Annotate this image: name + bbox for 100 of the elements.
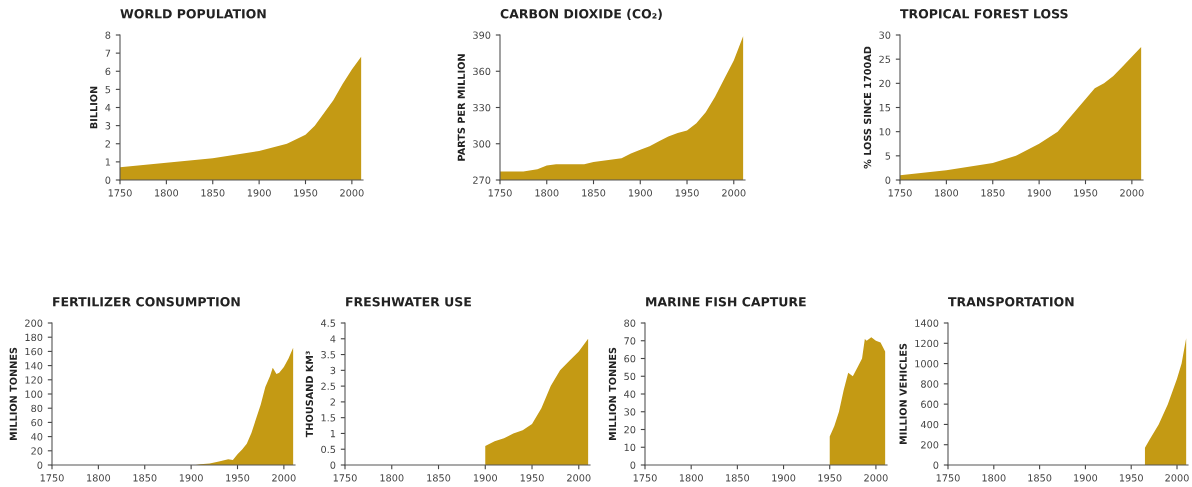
x-tick-label: 2000 — [1165, 474, 1189, 482]
x-tick-label: 1950 — [520, 474, 544, 482]
chart-title: FRESHWATER USE — [346, 297, 471, 307]
y-tick-label: 360 — [473, 67, 491, 76]
y-tick-label: 0 — [37, 461, 43, 469]
x-tick-label: 1800 — [679, 474, 703, 482]
y-tick-label: 0.5 — [321, 445, 336, 454]
x-tick-label: 1900 — [179, 474, 203, 482]
y-tick-label: 25 — [879, 55, 891, 63]
x-tick-label: 1800 — [982, 474, 1006, 482]
y-tick-label: 20 — [31, 447, 43, 455]
x-tick-label: 2000 — [340, 189, 364, 197]
y-tick-label: 80 — [624, 319, 636, 327]
x-tick-label: 1800 — [155, 189, 179, 197]
y-tick-label: 2 — [330, 398, 335, 406]
y-tick-label: 4 — [105, 104, 111, 112]
x-tick-label: 2000 — [722, 189, 746, 197]
chart-title: FERTILIZER CONSUMPTION — [53, 297, 240, 307]
y-tick-label: 80 — [31, 404, 43, 413]
y-tick-label: 15 — [879, 104, 891, 112]
y-tick-label: 4 — [330, 335, 336, 343]
chart-title: CARBON DIOXIDE (CO₂) — [500, 8, 662, 20]
y-tick-label: 50 — [624, 372, 636, 381]
y-tick-label: 6 — [105, 67, 111, 76]
y-tick-label: 20 — [624, 425, 636, 434]
y-tick-label: 20 — [879, 79, 891, 88]
chart-title: TRANSPORTATION — [948, 297, 1074, 307]
y-axis-title: THOUSAND KM³ — [305, 351, 314, 438]
y-tick-label: 330 — [473, 103, 491, 112]
y-tick-label: 3 — [330, 366, 336, 375]
x-tick-label: 1750 — [108, 189, 132, 197]
y-tick-label: 200 — [25, 319, 43, 327]
y-tick-label: 70 — [624, 337, 636, 345]
x-tick-label: 1900 — [628, 189, 652, 197]
chart-title: TROPICAL FOREST LOSS — [900, 9, 1068, 19]
x-tick-label: 2000 — [864, 474, 888, 482]
x-tick-label: 1750 — [936, 474, 960, 482]
x-tick-label: 2000 — [272, 474, 296, 482]
y-axis-title: MILLION TONNES — [608, 347, 617, 441]
y-tick-label: 1200 — [915, 339, 939, 348]
y-tick-label: 1000 — [915, 360, 939, 368]
x-tick-label: 1950 — [675, 189, 699, 197]
x-tick-label: 1950 — [226, 474, 250, 482]
y-tick-label: 7 — [105, 49, 111, 57]
x-tick-label: 1850 — [427, 474, 451, 482]
y-tick-label: 5 — [105, 85, 111, 94]
y-tick-label: 160 — [25, 347, 43, 356]
y-tick-label: 180 — [25, 333, 43, 342]
x-tick-label: 1900 — [247, 189, 271, 197]
y-axis-title: PARTS PER MILLION — [457, 54, 465, 161]
y-tick-label: 0 — [105, 176, 111, 184]
y-axis-title: % LOSS SINCE 1700AD — [863, 46, 872, 169]
x-tick-label: 1750 — [40, 474, 64, 482]
y-tick-label: 100 — [25, 390, 43, 398]
y-tick-label: 4.5 — [320, 319, 336, 327]
chart-title: MARINE FISH CAPTURE — [646, 297, 806, 307]
y-tick-label: 40 — [31, 433, 43, 441]
y-tick-label: 1 — [105, 158, 111, 166]
y-tick-label: 400 — [920, 420, 939, 429]
y-tick-label: 2 — [105, 140, 110, 148]
x-tick-label: 1850 — [981, 189, 1005, 197]
x-tick-label: 1750 — [333, 474, 357, 482]
x-tick-label: 1950 — [1074, 189, 1098, 197]
x-tick-label: 2000 — [567, 474, 591, 482]
y-tick-label: 0 — [885, 176, 891, 184]
y-tick-label: 0 — [330, 461, 336, 469]
x-tick-label: 1950 — [294, 189, 318, 197]
x-tick-label: 1850 — [726, 474, 750, 482]
y-tick-label: 3.5 — [321, 351, 336, 359]
y-tick-label: 1400 — [915, 319, 939, 327]
x-tick-label: 1900 — [1074, 474, 1098, 482]
y-tick-label: 60 — [31, 418, 43, 427]
y-tick-label: 8 — [105, 31, 111, 39]
x-tick-label: 1850 — [133, 474, 157, 482]
y-tick-label: 30 — [624, 408, 636, 416]
x-tick-label: 2000 — [1120, 189, 1144, 197]
x-tick-label: 1750 — [488, 189, 512, 197]
y-axis-title: MILLION TONNES — [9, 347, 17, 441]
y-tick-label: 0 — [933, 461, 939, 469]
x-tick-label: 1850 — [582, 189, 606, 197]
x-tick-label: 1850 — [1028, 474, 1052, 482]
x-tick-label: 1950 — [818, 474, 842, 482]
chart-title: WORLD POPULATION — [120, 9, 266, 19]
y-tick-label: 5 — [885, 152, 891, 160]
x-tick-label: 1950 — [1119, 474, 1143, 482]
y-tick-label: 10 — [879, 128, 891, 136]
x-tick-label: 1800 — [87, 474, 111, 482]
y-tick-label: 60 — [624, 354, 636, 363]
y-tick-label: 390 — [473, 31, 491, 39]
y-tick-label: 600 — [921, 400, 939, 408]
y-tick-label: 10 — [624, 443, 636, 452]
y-axis-title: BILLION — [89, 86, 98, 129]
y-tick-label: 200 — [921, 441, 939, 449]
x-tick-label: 1750 — [888, 189, 912, 197]
x-tick-label: 1900 — [473, 474, 497, 482]
y-tick-label: 30 — [879, 31, 891, 39]
x-tick-label: 1800 — [535, 189, 559, 197]
x-tick-label: 1800 — [380, 474, 404, 482]
y-tick-label: 140 — [25, 362, 43, 370]
y-tick-label: 3 — [105, 122, 111, 130]
